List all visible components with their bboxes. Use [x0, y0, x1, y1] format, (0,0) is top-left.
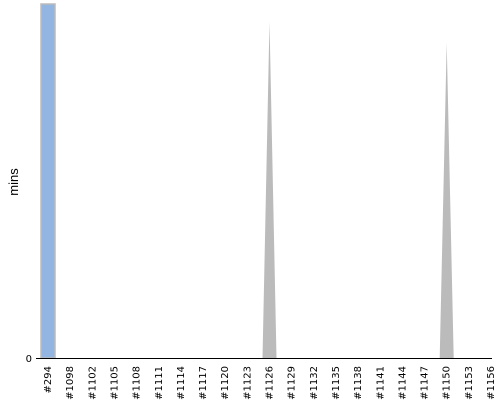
x-tick-label: #1123	[242, 366, 253, 400]
x-tick-label: #1147	[420, 366, 431, 400]
x-tick-label: #1150	[442, 366, 453, 400]
x-tick-label: #1156	[486, 366, 497, 400]
x-tick-label: #1126	[265, 366, 276, 400]
area-spike-1150[interactable]	[439, 42, 454, 358]
x-tick-label: #1153	[464, 366, 475, 400]
x-tick-label: #1132	[309, 366, 320, 400]
x-ticks: #294 #1098 #1102 #1105 #1108 #1111 #1114 #1117 #…	[43, 366, 497, 400]
x-tick-label: #1098	[65, 366, 76, 400]
y-tick-label: 0	[26, 354, 32, 365]
x-tick-label: #1129	[287, 366, 298, 400]
x-tick-label: #1114	[176, 366, 187, 400]
x-tick-label: #294	[43, 366, 54, 393]
area-spike-1126[interactable]	[262, 21, 277, 358]
x-tick-label: #1111	[154, 366, 165, 400]
x-tick-label: #1102	[87, 366, 98, 400]
x-tick-label: #1141	[375, 366, 386, 400]
x-tick-label: #1105	[109, 366, 120, 400]
highlight-bar-294[interactable]	[40, 3, 56, 359]
x-tick-label: #1108	[132, 366, 143, 400]
x-tick-label: #1117	[198, 366, 209, 400]
y-axis-title: mins	[6, 168, 21, 196]
y-ticks: 0	[26, 354, 32, 365]
x-tick-label: #1144	[397, 366, 408, 400]
plot-area	[40, 3, 454, 359]
x-tick-label: #1135	[331, 366, 342, 400]
x-tick-label: #1120	[220, 366, 231, 400]
x-tick-label: #1138	[353, 366, 364, 400]
